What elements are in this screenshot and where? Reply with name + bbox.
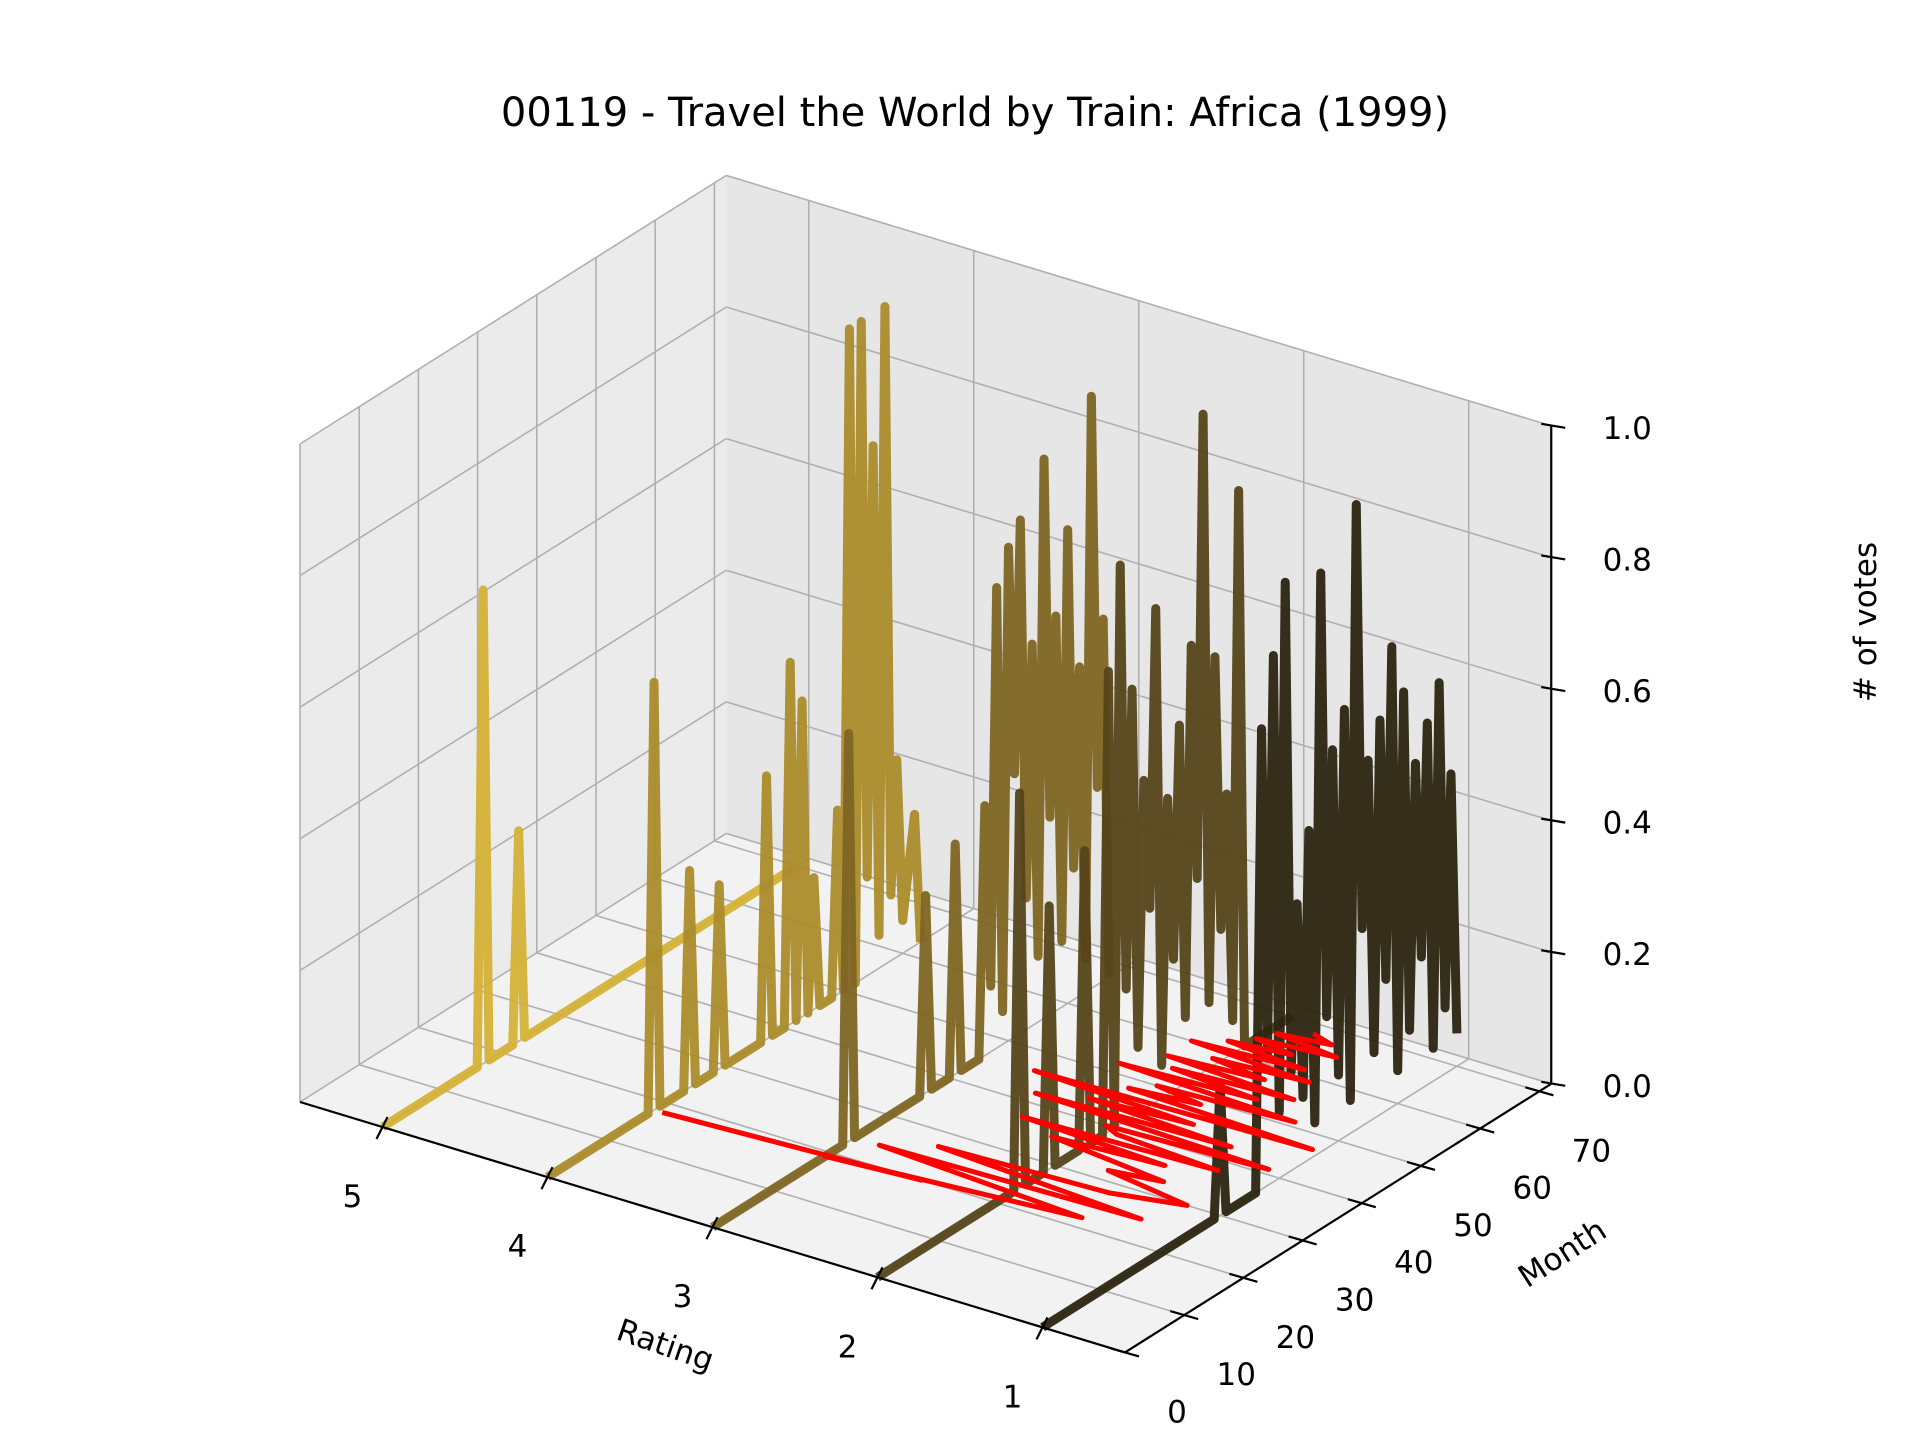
y-tick-label: 70	[1572, 1133, 1611, 1169]
z-tick-mark	[1541, 685, 1566, 693]
series-line-rating-1	[1040, 500, 1462, 1332]
y-tick-mark	[1110, 1347, 1140, 1358]
x-tick-mark	[375, 1116, 389, 1140]
z-tick-label: 0.8	[1603, 542, 1652, 578]
x-tick-label: 2	[838, 1329, 858, 1365]
series-lines	[380, 302, 1462, 1332]
y-tick-mark	[1288, 1235, 1317, 1246]
z-tick-label: 0.4	[1603, 806, 1652, 842]
floor-grid-month	[595, 914, 1422, 1167]
red-trace-line	[661, 1031, 1340, 1222]
y-tick-label: 30	[1335, 1282, 1374, 1318]
left-wall-pane	[300, 175, 727, 1102]
z-tick-label: 0.0	[1603, 1069, 1652, 1105]
y-tick-label: 0	[1167, 1394, 1187, 1430]
z-tick-mark	[1541, 949, 1566, 956]
series-line-rating-5	[380, 585, 800, 1131]
x-tick-mark	[870, 1266, 884, 1290]
back-grid-votes	[726, 174, 1552, 427]
chart-title: 00119 - Travel the World by Train: Afric…	[501, 90, 1449, 136]
y-tick-label: 10	[1216, 1357, 1255, 1393]
left-grid-votes	[299, 174, 727, 445]
z-axis-label: # of votes	[1848, 542, 1884, 702]
y-tick-mark	[1525, 1086, 1554, 1097]
left-grid-votes	[299, 569, 727, 840]
x-tick-mark	[1035, 1316, 1049, 1340]
series-line-rating-2	[875, 409, 1295, 1282]
series-line-rating-4	[545, 302, 925, 1181]
z-tick-mark	[1541, 422, 1566, 429]
x-tick-label: 5	[343, 1179, 363, 1215]
z-tick-label: 0.2	[1603, 937, 1652, 973]
z-tick-label: 0.6	[1603, 674, 1652, 710]
y-tick-mark	[1406, 1160, 1436, 1171]
y-tick-mark	[1347, 1198, 1377, 1209]
x-tick-mark	[540, 1166, 554, 1190]
x-tick-label: 4	[508, 1229, 528, 1265]
x-tick-label: 1	[1003, 1379, 1023, 1415]
y-tick-mark	[1169, 1310, 1199, 1321]
z-tick-label: 1.0	[1603, 411, 1652, 447]
y-tick-label: 40	[1394, 1245, 1433, 1281]
z-tick-mark	[1541, 817, 1566, 824]
left-grid-votes	[299, 437, 727, 708]
x-tick-mark	[705, 1216, 719, 1240]
y-axis-label: Month	[1512, 1212, 1613, 1295]
x-tick-label: 3	[673, 1279, 693, 1315]
y-tick-mark	[1465, 1123, 1495, 1134]
x-axis-label: Rating	[612, 1312, 718, 1379]
y-tick-mark	[1229, 1272, 1258, 1283]
y-tick-label: 20	[1276, 1320, 1315, 1356]
y-tick-label: 50	[1453, 1208, 1492, 1244]
series-line-rating-3	[710, 391, 1114, 1232]
left-grid-votes	[299, 306, 727, 577]
z-tick-mark	[1541, 1080, 1566, 1087]
z-tick-mark	[1541, 554, 1566, 561]
y-tick-label: 60	[1512, 1171, 1551, 1207]
